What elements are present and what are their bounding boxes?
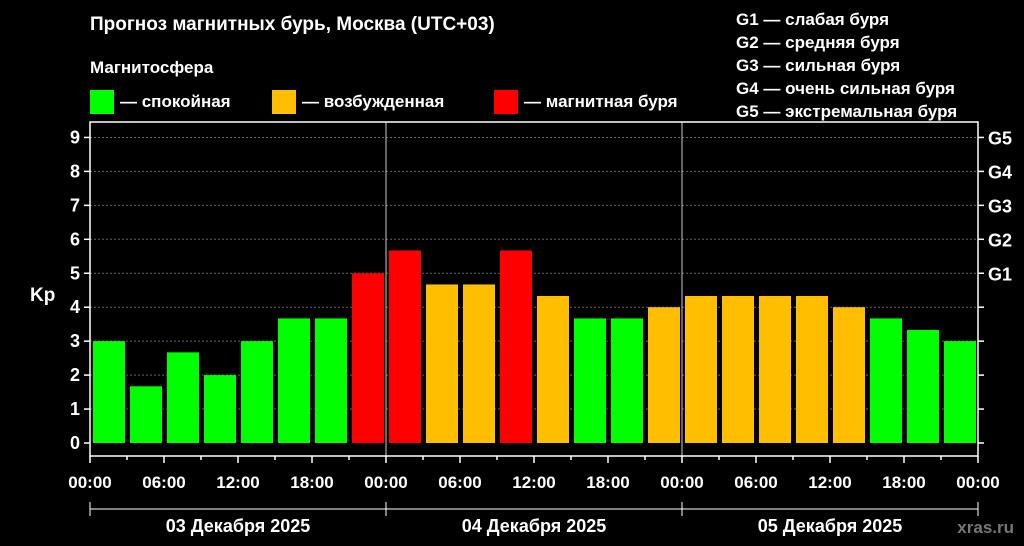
- g-scale-label: G4: [988, 162, 1012, 182]
- magnetosphere-label: Магнитосфера: [90, 58, 214, 77]
- kp-bar: [537, 295, 569, 443]
- x-tick-label: 00:00: [956, 473, 999, 492]
- watermark: xras.ru: [957, 518, 1014, 537]
- y-tick-label: 8: [70, 161, 80, 181]
- g-scale-label: G2: [988, 230, 1012, 250]
- x-tick-label: 12:00: [808, 473, 851, 492]
- legend-swatch-quiet: [90, 90, 114, 114]
- storm-scale-legend: G1 — слабая буря G2 — средняя буря G3 — …: [736, 8, 957, 123]
- kp-bar: [870, 318, 902, 443]
- y-tick-label: 6: [70, 229, 80, 249]
- day-label: 03 Декабря 2025: [166, 516, 311, 536]
- y-tick-label: 5: [70, 263, 80, 283]
- y-tick-label: 7: [70, 195, 80, 215]
- kp-bar: [500, 250, 532, 443]
- kp-bar: [241, 341, 273, 443]
- kp-bar: [833, 307, 865, 443]
- kp-bar: [315, 318, 347, 443]
- y-tick-label: 2: [70, 365, 80, 385]
- day-label: 04 Декабря 2025: [462, 516, 607, 536]
- kp-bar: [796, 295, 828, 443]
- legend-item-quiet: — спокойная: [90, 90, 231, 114]
- kp-bar: [352, 273, 384, 443]
- y-tick-label: 0: [70, 433, 80, 453]
- kp-bar: [759, 295, 791, 443]
- legend-label-quiet: — спокойная: [120, 92, 231, 111]
- x-tick-label: 06:00: [734, 473, 777, 492]
- kp-bar: [944, 341, 976, 443]
- legend-swatch-active: [272, 90, 296, 114]
- storm-legend-g3: G3 — сильная буря: [736, 56, 901, 75]
- y-tick-label: 1: [70, 399, 80, 419]
- kp-bar: [389, 250, 421, 443]
- g-scale-label: G1: [988, 264, 1012, 284]
- x-tick-label: 00:00: [364, 473, 407, 492]
- storm-legend-g5: G5 — экстремальная буря: [736, 102, 958, 121]
- kp-bar: [93, 341, 125, 443]
- g-scale-label: G3: [988, 196, 1012, 216]
- x-tick-label: 06:00: [142, 473, 185, 492]
- kp-bar: [722, 295, 754, 443]
- x-tick-label: 00:00: [68, 473, 111, 492]
- y-tick-label: 3: [70, 331, 80, 351]
- kp-bar: [463, 284, 495, 443]
- legend-label-storm: — магнитная буря: [524, 92, 678, 111]
- x-tick-label: 12:00: [216, 473, 259, 492]
- kp-bar: [574, 318, 606, 443]
- legend-label-active: — возбужденная: [302, 92, 445, 111]
- x-tick-label: 06:00: [438, 473, 481, 492]
- kp-bar: [167, 352, 199, 443]
- kp-bar: [204, 375, 236, 443]
- g-scale-label: G5: [988, 128, 1012, 148]
- y-tick-label: 4: [70, 297, 80, 317]
- kp-bar: [648, 307, 680, 443]
- x-tick-label: 00:00: [660, 473, 703, 492]
- kp-bar: [685, 295, 717, 443]
- kp-bar: [130, 386, 162, 443]
- kp-bar: [278, 318, 310, 443]
- y-axis-label: Kp: [30, 285, 55, 306]
- storm-legend-g2: G2 — средняя буря: [736, 33, 900, 52]
- kp-bar: [426, 284, 458, 443]
- x-tick-label: 12:00: [512, 473, 555, 492]
- y-tick-label: 9: [70, 127, 80, 147]
- x-tick-label: 18:00: [290, 473, 333, 492]
- legend-swatch-storm: [494, 90, 518, 114]
- x-tick-label: 18:00: [586, 473, 629, 492]
- day-label: 05 Декабря 2025: [758, 516, 903, 536]
- kp-bar: [611, 318, 643, 443]
- chart-title: Прогноз магнитных бурь, Москва (UTC+03): [90, 14, 495, 35]
- x-tick-label: 18:00: [882, 473, 925, 492]
- storm-legend-g1: G1 — слабая буря: [736, 10, 890, 29]
- storm-legend-g4: G4 — очень сильная буря: [736, 79, 955, 98]
- legend-item-storm: — магнитная буря: [494, 90, 678, 114]
- legend-item-active: — возбужденная: [272, 90, 444, 114]
- kp-bar: [907, 329, 939, 443]
